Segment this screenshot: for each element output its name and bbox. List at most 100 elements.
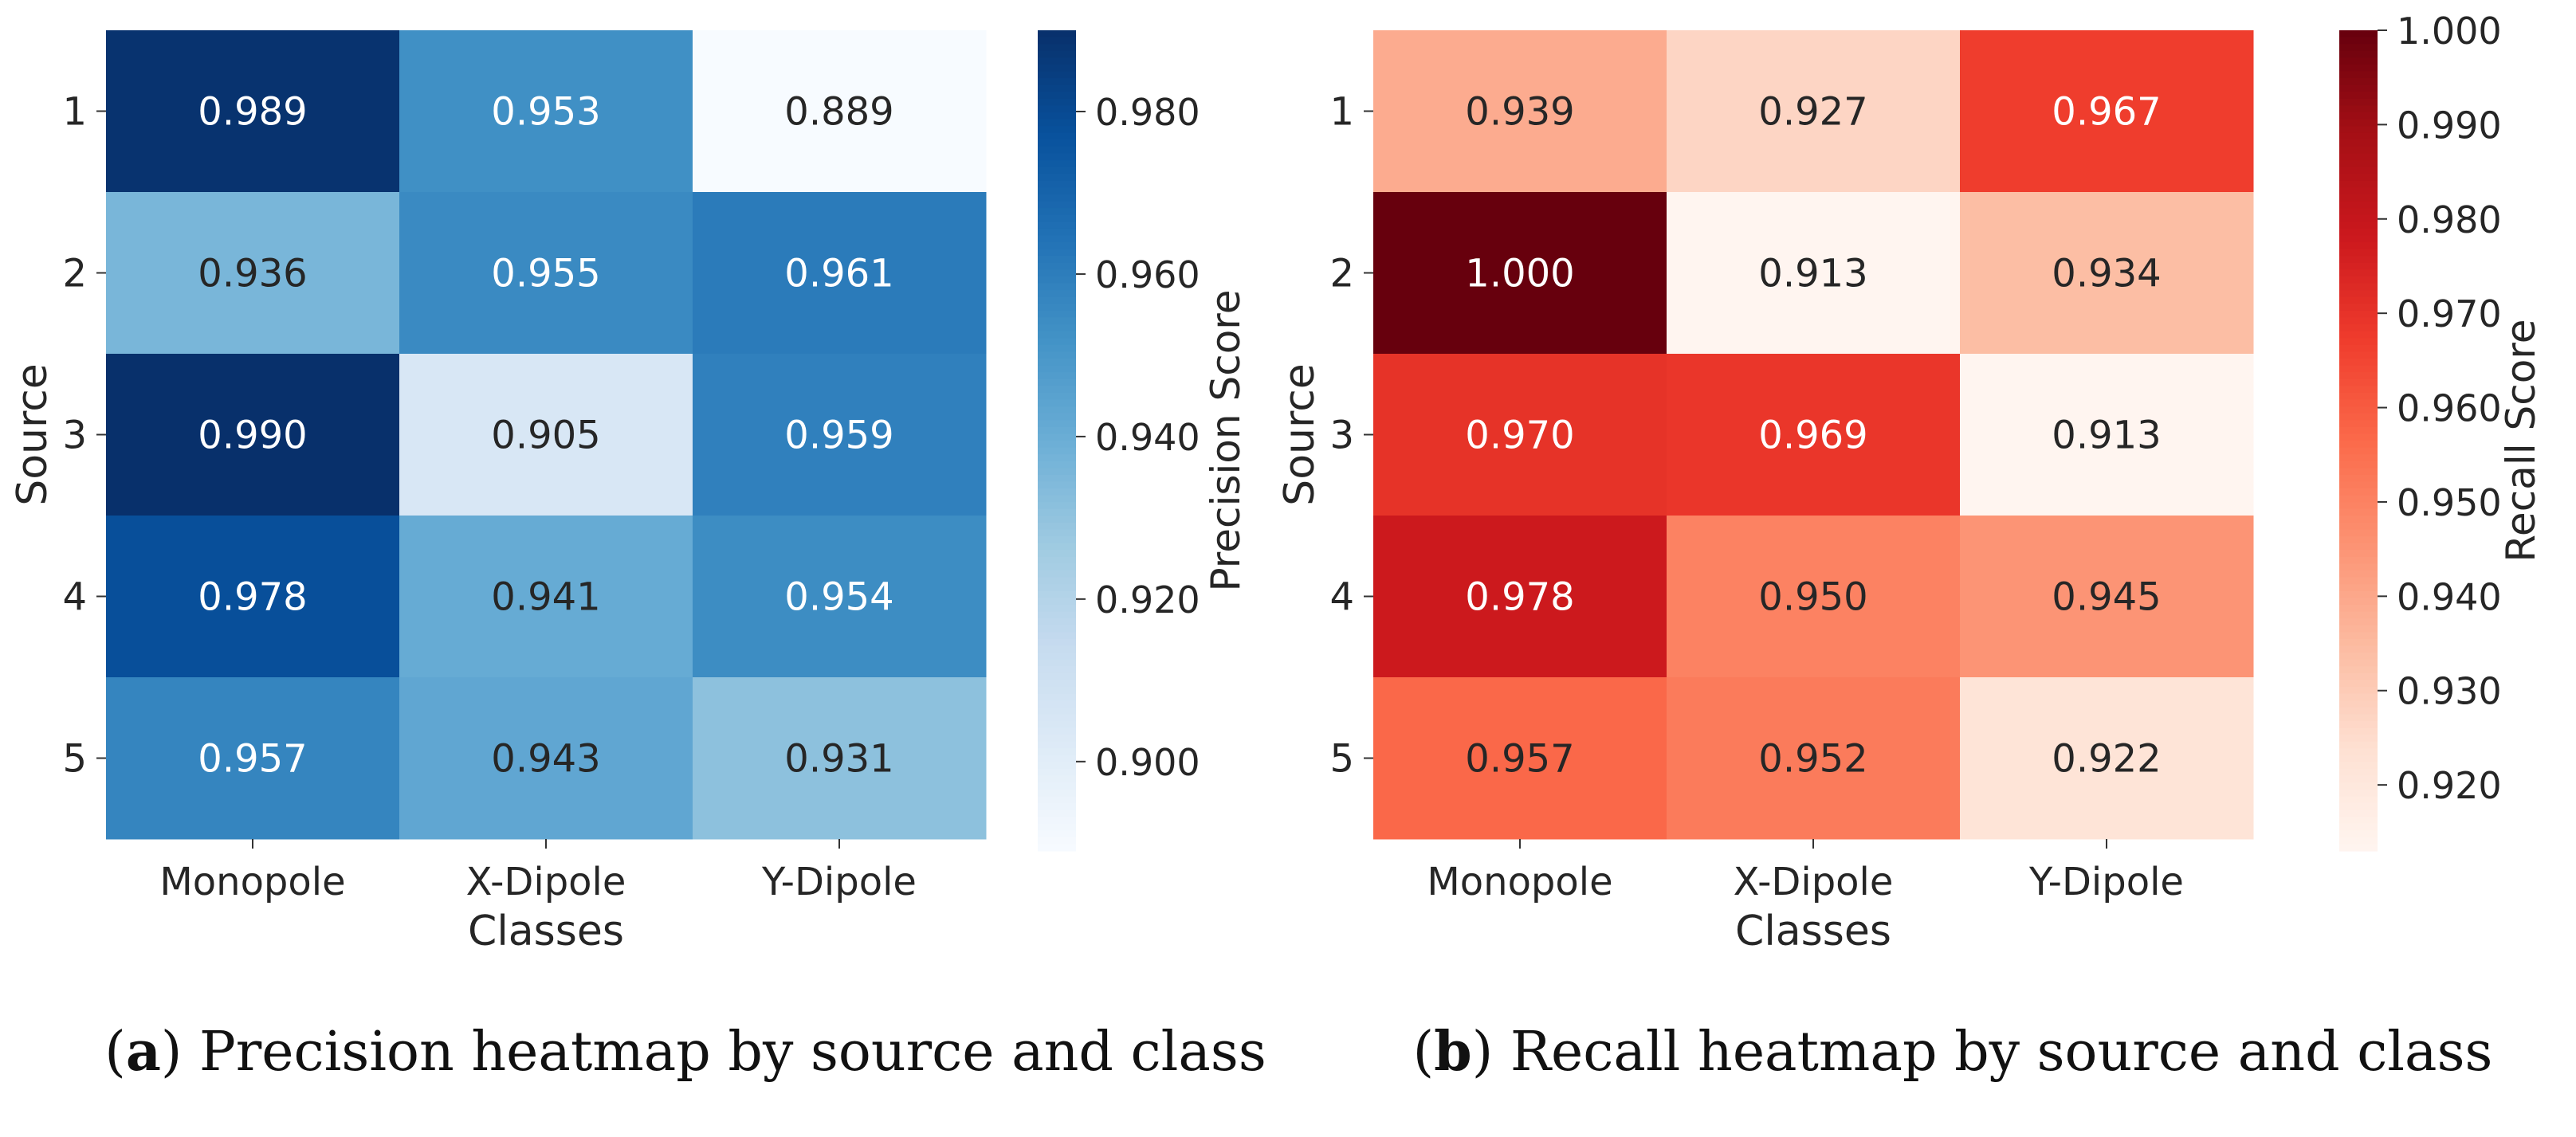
- panel-b-colorbar-segment: [2339, 495, 2378, 503]
- panel-a-colorbar-segment: [1038, 64, 1076, 73]
- panel-a-colorbar-segment: [1038, 235, 1076, 243]
- panel-b-colorbar-segment: [2339, 269, 2378, 277]
- panel-b-colorbar-segment: [2339, 502, 2378, 510]
- panel-b-colorbar-segment: [2339, 372, 2378, 380]
- panel-a-colorbar-segment: [1038, 508, 1076, 517]
- panel-b-colorbar-segment: [2339, 672, 2378, 681]
- panel-a-colorbar-segment: [1038, 584, 1076, 592]
- panel-a-cell-value: 0.954: [784, 575, 893, 620]
- panel-a-colorbar-segment: [1038, 672, 1076, 681]
- panel-b-cell: [1667, 354, 1961, 516]
- panel-a-colorbar-segment: [1038, 317, 1076, 325]
- panel-b-colorbar-segment: [2339, 57, 2378, 65]
- panel-b-colorbar-segment: [2339, 386, 2378, 394]
- panel-b-colorbar-segment: [2339, 139, 2378, 147]
- panel-a-colorbar-segment: [1038, 262, 1076, 271]
- panel-b-colorbar-segment: [2339, 741, 2378, 749]
- panel-a-colorbar-segment: [1038, 194, 1076, 202]
- panel-a-colorbar-segment: [1038, 126, 1076, 134]
- panel-b-colorbar-segment: [2339, 338, 2378, 346]
- panel-b-cell-value: 0.945: [2052, 575, 2161, 620]
- panel-a-colorbar-segment: [1038, 693, 1076, 701]
- panel-a-colorbar-segment: [1038, 214, 1076, 222]
- panel-a-colorbar-segment: [1038, 296, 1076, 304]
- panel-b-colorbar-segment: [2339, 37, 2378, 45]
- panel-a-x-tick-label: Y-Dipole: [761, 860, 917, 904]
- panel-a-cell: [399, 677, 693, 840]
- panel-a-colorbar-segment: [1038, 228, 1076, 237]
- panel-b-colorbar-segment: [2339, 468, 2378, 476]
- panel-a-cell: [399, 354, 693, 516]
- panel-b-x-tick-label: Y-Dipole: [2028, 860, 2184, 904]
- panel-b-cell: [1667, 677, 1961, 840]
- panel-a-colorbar-segment: [1038, 78, 1076, 86]
- panel-a-colorbar-segment: [1038, 365, 1076, 373]
- panel-a-colorbar-segment: [1038, 71, 1076, 79]
- panel-a-colorbar-tick-label: 0.960: [1095, 253, 1200, 296]
- panel-a-colorbar-segment: [1038, 632, 1076, 640]
- panel-a-colorbar-segment: [1038, 837, 1076, 845]
- panel-a-cell: [106, 30, 400, 193]
- panel-b-colorbar-segment: [2339, 508, 2378, 517]
- panel-b-y-tick-label: 4: [1329, 575, 1354, 620]
- panel-b-colorbar-segment: [2339, 789, 2378, 797]
- panel-b-colorbar-segment: [2339, 782, 2378, 790]
- panel-a-colorbar-segment: [1038, 146, 1076, 155]
- panel-b-colorbar-segment: [2339, 126, 2378, 134]
- panel-a-colorbar-segment: [1038, 563, 1076, 571]
- panel-a-colorbar-segment: [1038, 653, 1076, 661]
- panel-b-colorbar-segment: [2339, 283, 2378, 291]
- panel-b-colorbar-segment: [2339, 119, 2378, 127]
- panel-b-colorbar-segment: [2339, 71, 2378, 79]
- panel-a-cell: [399, 192, 693, 355]
- panel-a-colorbar-segment: [1038, 105, 1076, 113]
- panel-a-colorbar-segment: [1038, 187, 1076, 195]
- panel-b-colorbar-segment: [2339, 543, 2378, 551]
- panel-a-colorbar-segment: [1038, 420, 1076, 428]
- panel-b-colorbar-segment: [2339, 707, 2378, 715]
- panel-a-cell-value: 0.959: [784, 414, 893, 458]
- panel-a-cell: [106, 516, 400, 678]
- panel-b-cell: [1960, 354, 2254, 516]
- panel-b-cell: [1373, 354, 1667, 516]
- panel-b-cell-value: 0.950: [1758, 575, 1867, 620]
- panel-b-colorbar-segment: [2339, 653, 2378, 661]
- panel-b-colorbar-segment: [2339, 194, 2378, 202]
- panel-b-colorbar-segment: [2339, 228, 2378, 237]
- panel-a-colorbar-segment: [1038, 454, 1076, 462]
- panel-b-colorbar-segment: [2339, 700, 2378, 708]
- panel-a-colorbar-segment: [1038, 782, 1076, 790]
- panel-a-colorbar-segment: [1038, 324, 1076, 332]
- panel-a-colorbar-segment: [1038, 426, 1076, 435]
- panel-a-colorbar-segment: [1038, 331, 1076, 339]
- panel-a-cell: [693, 192, 987, 355]
- panel-b-cell-value: 1.000: [1465, 252, 1574, 296]
- panel-b-cell-value: 0.967: [2052, 90, 2161, 135]
- panel-a-colorbar-segment: [1038, 598, 1076, 606]
- panel-a-x-axis-title: Classes: [468, 908, 624, 955]
- panel-b-cell: [1667, 516, 1961, 678]
- panel-b-colorbar-title: Recall Score: [2498, 319, 2544, 562]
- panel-a-cell-value: 0.961: [784, 252, 893, 296]
- panel-b-colorbar-segment: [2339, 413, 2378, 421]
- panel-b-colorbar-segment: [2339, 92, 2378, 100]
- panel-b-cell-value: 0.913: [2052, 414, 2161, 458]
- panel-a-colorbar-segment: [1038, 139, 1076, 147]
- panel-a-colorbar-segment: [1038, 495, 1076, 503]
- panel-b-colorbar-segment: [2339, 796, 2378, 804]
- panel-a-colorbar-segment: [1038, 550, 1076, 558]
- panel-b-colorbar-segment: [2339, 693, 2378, 701]
- panel-a-colorbar-segment: [1038, 687, 1076, 695]
- panel-b-colorbar-segment: [2339, 536, 2378, 544]
- panel-a-colorbar-segment: [1038, 84, 1076, 92]
- panel-a-colorbar-segment: [1038, 386, 1076, 394]
- panel-a-y-tick-label: 2: [62, 252, 87, 296]
- caption-b-text: Recall heatmap by source and class: [1510, 1020, 2493, 1084]
- panel-b-colorbar-segment: [2339, 180, 2378, 189]
- panel-a-colorbar-segment: [1038, 590, 1076, 599]
- panel-b-colorbar-segment: [2339, 359, 2378, 367]
- panel-b-cell-value: 0.969: [1758, 414, 1867, 458]
- panel-b-y-axis-title: Source: [1276, 363, 1324, 506]
- panel-a-colorbar-segment: [1038, 119, 1076, 127]
- panel-b-cell: [1667, 192, 1961, 355]
